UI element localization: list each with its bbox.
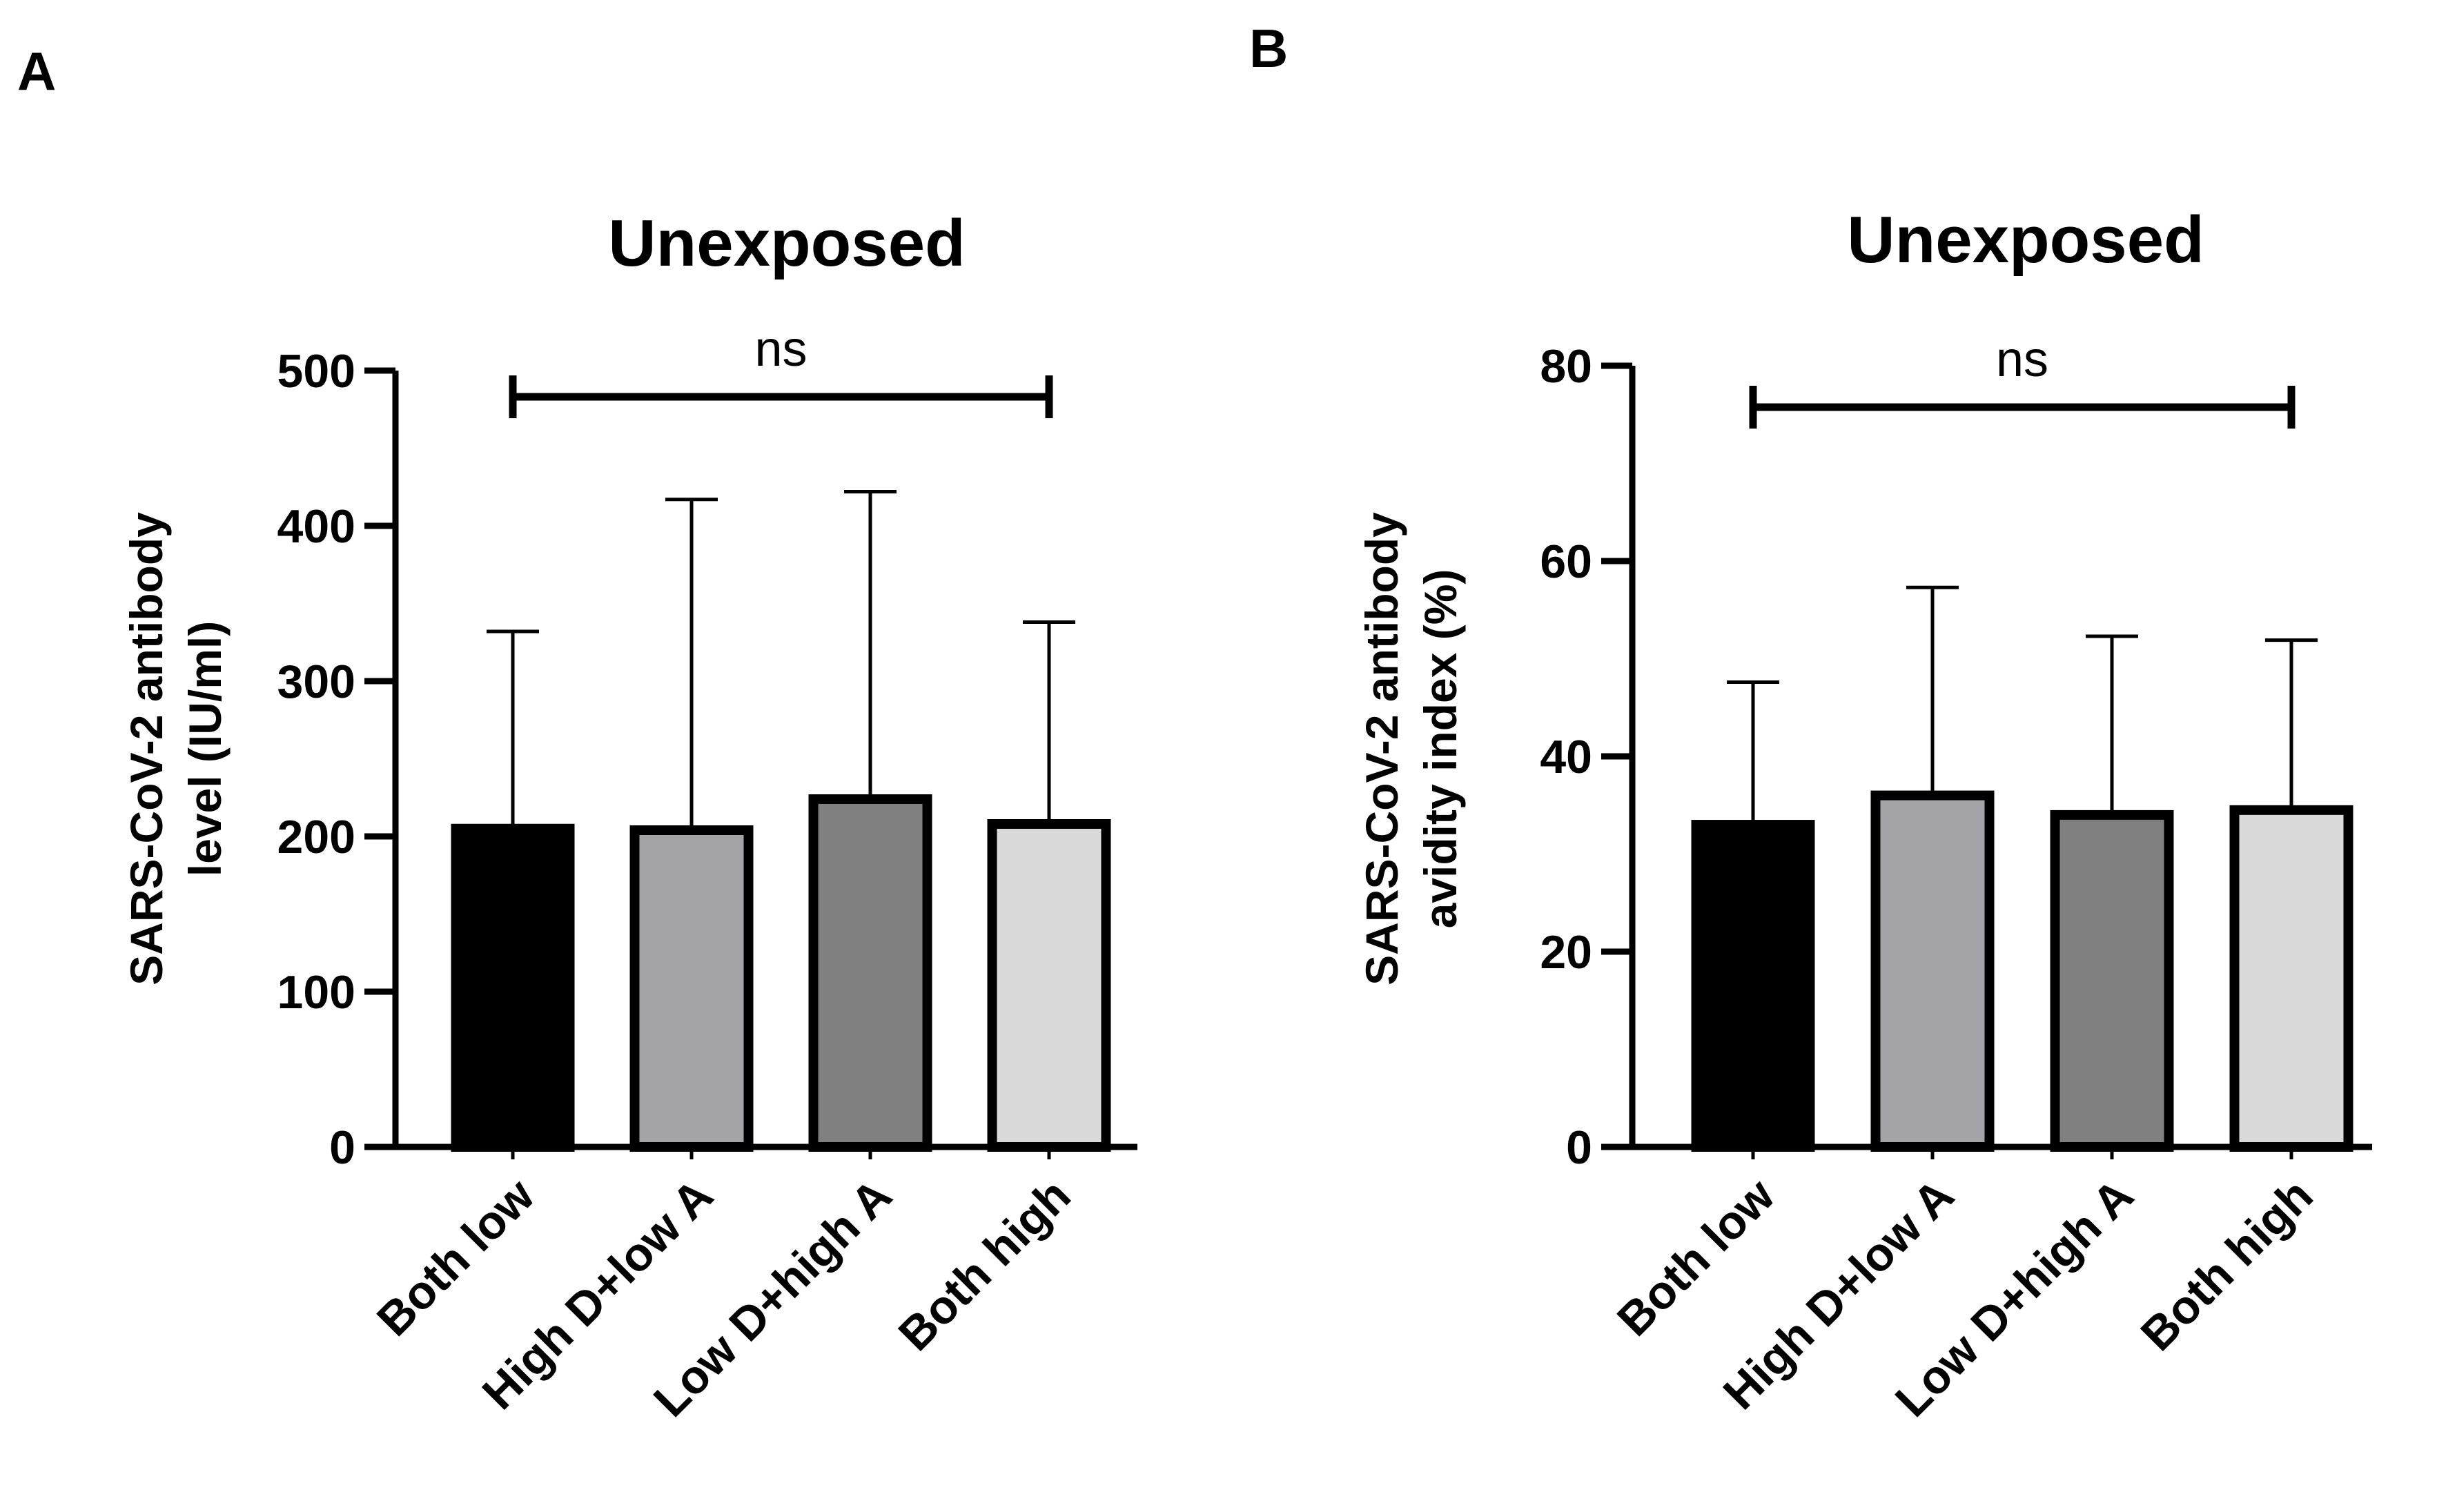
- y-tick-label-b-0: 0: [1566, 1121, 1592, 1174]
- chart-title-a: Unexposed: [608, 206, 965, 280]
- significance-label-a: ns: [754, 322, 807, 377]
- y-tick-label-a-0: 0: [329, 1121, 355, 1174]
- bar-b-4: [2229, 805, 2353, 1152]
- y-tick-label-a-500: 500: [277, 345, 355, 397]
- bar-a-2: [629, 825, 754, 1152]
- bar-a-3: [808, 794, 932, 1152]
- y-tick-label-a-400: 400: [277, 500, 355, 553]
- y-tick-label-b-40: 40: [1540, 731, 1592, 783]
- bar-b-1: [1691, 820, 1815, 1152]
- y-axis-label-b-line1: SARS-CoV-2 antibody: [1356, 512, 1407, 985]
- bar-b-3: [2050, 809, 2174, 1152]
- bar-b-2: [1870, 790, 1995, 1152]
- x-category-label-b-4: Both high: [2131, 1169, 2323, 1361]
- panel-letter-b: B: [1249, 18, 1288, 79]
- panel-letter-a: A: [17, 41, 56, 101]
- y-tick-label-a-200: 200: [277, 811, 355, 863]
- y-tick-label-b-20: 20: [1540, 926, 1592, 979]
- y-axis-label-a-line2: level (IU/ml): [179, 621, 231, 876]
- panel-b: B Unexposed SARS-CoV-2 antibody avidity …: [1249, 18, 2372, 1427]
- bar-a-4: [987, 819, 1111, 1152]
- significance-label-b: ns: [1996, 332, 2048, 387]
- x-category-label-a-4: Both high: [889, 1169, 1081, 1361]
- panel-a: A Unexposed SARS-CoV-2 antibody level (I…: [17, 41, 1137, 1427]
- bar-a-1: [451, 823, 575, 1152]
- y-tick-label-a-300: 300: [277, 656, 355, 708]
- y-axis-label-b-line2: avidity index (%): [1415, 569, 1466, 929]
- y-axis-label-a-line1: SARS-CoV-2 antibody: [121, 512, 172, 985]
- y-tick-label-b-80: 80: [1540, 340, 1592, 393]
- y-tick-label-a-100: 100: [277, 966, 355, 1019]
- x-category-label-a-1: Both low: [367, 1168, 545, 1346]
- y-tick-label-b-60: 60: [1540, 536, 1592, 588]
- chart-title-b: Unexposed: [1847, 203, 2204, 277]
- x-category-label-b-1: Both low: [1607, 1168, 1785, 1346]
